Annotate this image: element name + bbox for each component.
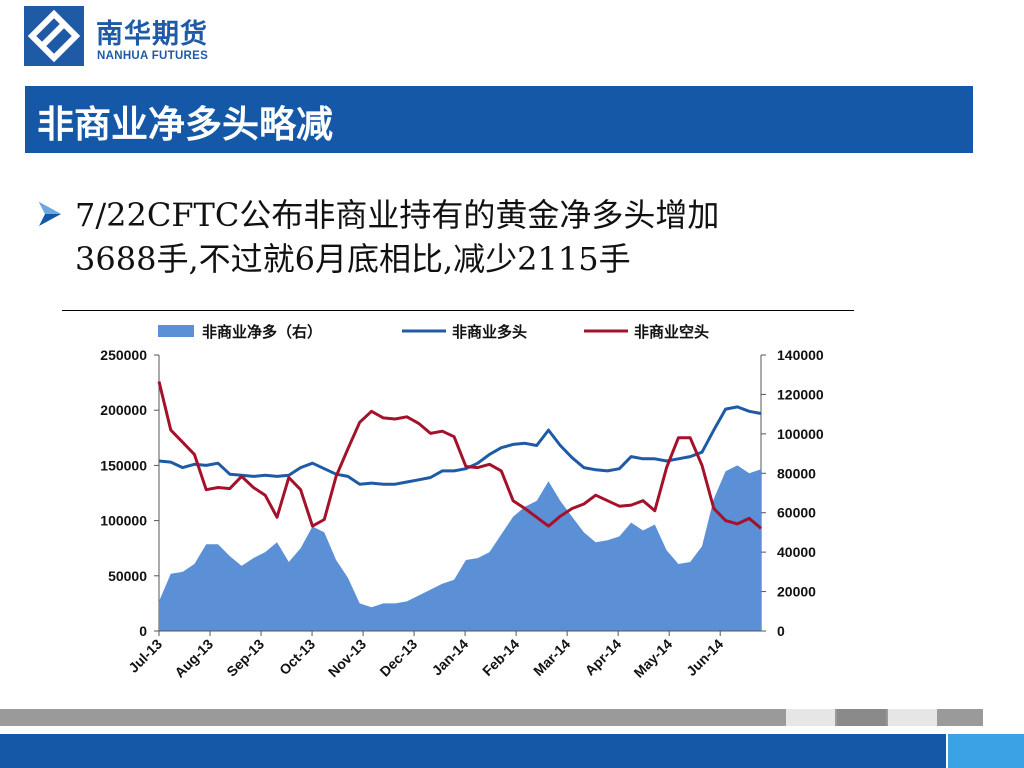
- x-tick-label: May-14: [630, 636, 675, 681]
- right-tick-label: 120000: [777, 386, 824, 402]
- right-tick-label: 140000: [777, 347, 824, 363]
- x-tick-label: Nov-13: [325, 636, 369, 680]
- series-long-line: [158, 405, 762, 486]
- series-net-long-area: [159, 465, 761, 631]
- footer-segment: [837, 709, 886, 726]
- brand-logo: 南华期货 NANHUA FUTURES: [24, 6, 244, 68]
- series-short-line: [157, 381, 762, 530]
- left-tick-label: 0: [139, 623, 147, 639]
- right-tick-label: 40000: [777, 544, 816, 560]
- left-tick-label: 50000: [108, 568, 147, 584]
- chart-legend: 非商业净多（右） 非商业多头 非商业空头: [158, 323, 709, 341]
- right-y-axis: 0 20000 40000 60000 80000 100000 120000 140000: [760, 347, 824, 639]
- left-tick-label: 200000: [100, 402, 147, 418]
- legend-net-long-label: 非商业净多（右）: [202, 323, 322, 341]
- left-tick-label: 150000: [100, 457, 147, 473]
- legend-long-label: 非商业多头: [452, 323, 527, 341]
- right-tick-label: 60000: [777, 505, 816, 521]
- bullet-text: 7/22CFTC公布非商业持有的黄金净多头增加 3688手,不过就6月底相比,减…: [75, 193, 955, 281]
- left-tick-label: 250000: [100, 347, 147, 363]
- left-tick-label: 100000: [100, 513, 147, 529]
- nanhua-logo-icon: [24, 6, 84, 66]
- right-tick-label: 20000: [777, 584, 816, 600]
- footer-cyan-block: [948, 734, 1024, 768]
- x-tick-label: Feb-14: [479, 636, 522, 679]
- x-tick-label: Dec-13: [376, 636, 420, 680]
- x-tick-label: Jun-14: [683, 636, 726, 679]
- plot-area: [157, 381, 762, 631]
- slide-title-bar: 非商业净多头略减: [25, 86, 973, 153]
- legend-net-long-swatch: [158, 325, 194, 337]
- divider-line: [62, 310, 854, 311]
- x-tick-label: Jul-13: [125, 636, 165, 676]
- x-tick-label: Apr-14: [582, 636, 625, 679]
- arrow-bullet-icon: [39, 202, 61, 226]
- right-tick-label: 0: [777, 623, 785, 639]
- cftc-position-chart: 非商业净多（右） 非商业多头 非商业空头 0 50000 100000 150000 200…: [100, 323, 824, 681]
- right-tick-label: 100000: [777, 426, 824, 442]
- right-tick-label: 80000: [777, 465, 816, 481]
- bullet-line-1: 7/22CFTC公布非商业持有的黄金净多头增加: [75, 196, 720, 234]
- left-y-axis: 0 50000 100000 150000 200000 250000: [100, 347, 160, 639]
- x-tick-label: Jan-14: [429, 636, 472, 679]
- footer-segment: [786, 709, 835, 726]
- footer-gray-band: [0, 709, 983, 726]
- x-tick-label: Sep-13: [223, 636, 267, 680]
- x-tick-label: Mar-14: [530, 636, 573, 679]
- brand-name-cn: 南华期货: [96, 19, 208, 50]
- brand-name-en: NANHUA FUTURES: [97, 50, 209, 62]
- footer-segment: [888, 709, 937, 726]
- slide-title: 非商业净多头略减: [37, 103, 333, 146]
- footer-blue-band: [0, 734, 946, 768]
- legend-short-label: 非商业空头: [634, 323, 709, 341]
- x-tick-label: Oct-13: [276, 636, 318, 678]
- x-tick-label: Aug-13: [171, 636, 216, 681]
- x-axis: Jul-13 Aug-13 Sep-13 Oct-13 Nov-13 Dec-13 Jan-…: [125, 630, 761, 681]
- bullet-line-2: 3688手,不过就6月底相比,减少2115手: [75, 240, 631, 278]
